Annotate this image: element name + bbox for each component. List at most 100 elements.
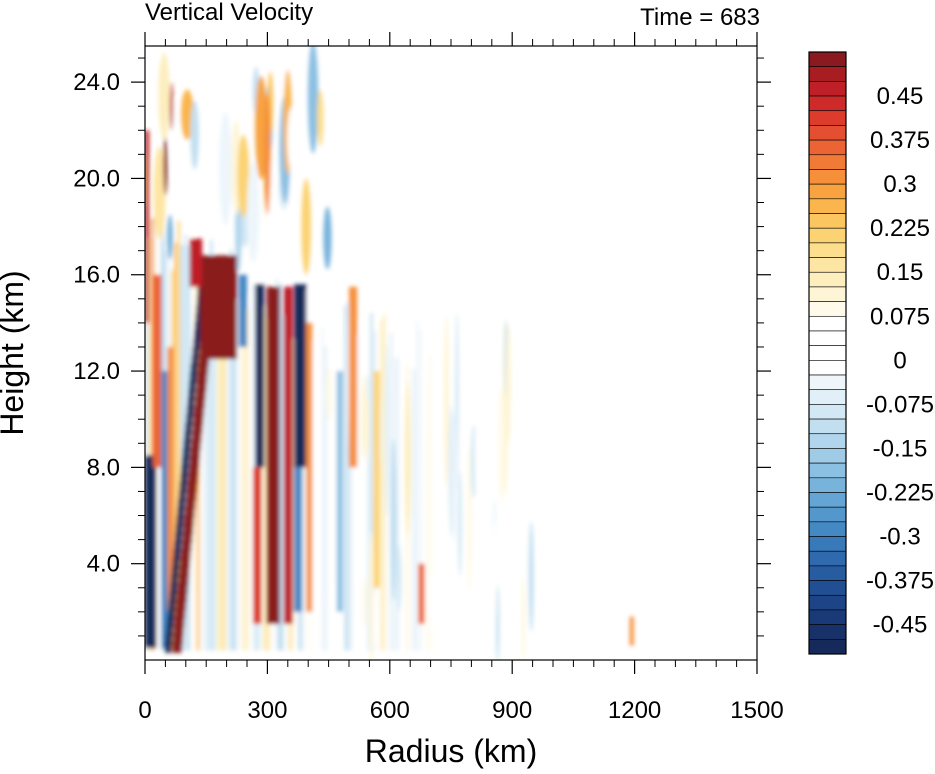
field-cell [207,260,210,651]
field-cell [173,549,181,561]
colorbar-swatch [808,169,847,185]
field-cell [282,315,285,651]
colorbar-swatch [808,565,847,581]
colorbar-label: 0.3 [883,171,916,198]
field-cell [190,363,198,375]
field-cell [237,135,250,217]
field-cell [384,343,389,517]
colorbar-swatch [808,374,847,391]
field-cell [474,385,479,513]
field-cell [195,313,203,325]
field-cell [493,306,499,496]
colorbar-label: -0.075 [866,391,934,418]
x-axis: 0 300 600 900 1200 1500 [138,32,784,724]
colorbar-label: 0.225 [870,215,930,242]
field-cell [360,320,363,651]
colorbar-swatch [808,594,847,611]
field-cell [178,490,186,502]
colorbar-swatch [808,301,847,317]
colorbar-swatch [808,125,847,141]
field-cell [180,557,190,569]
field-cell [185,422,192,434]
field-cell [219,111,232,226]
field-cell [182,532,193,544]
field-cell [178,498,185,510]
field-cell [193,330,201,341]
field-cell [203,277,207,651]
colorbar-swatch [808,198,847,214]
y-tick-label: 12.0 [73,358,120,385]
field-cell [213,285,216,651]
field-cell [347,301,350,651]
field-cell [198,363,208,375]
field-cell [183,439,191,451]
colorbar-label: -0.225 [866,479,934,506]
x-axis-label: Radius (km) [365,733,537,769]
colorbar-swatch [808,492,847,508]
field-cell [361,375,367,460]
field-cell [188,389,195,400]
field-cell [189,380,196,392]
colorbar-label: 0.375 [870,127,930,154]
field-cell [196,380,207,392]
field-cell [169,591,177,603]
field-cell [253,467,262,624]
field-cell [336,371,343,612]
colorbar-swatch [808,521,847,537]
x-tick-label: 1200 [608,697,661,724]
y-axis-label: Height (km) [0,270,30,435]
field-cell [193,414,204,426]
field-cell [164,641,172,653]
y-tick-label: 4.0 [87,551,120,578]
field-cell [365,394,369,462]
colorbar-swatch [808,286,847,302]
colorbar-swatch [808,95,847,112]
colorbar-swatch [808,51,847,67]
colorbar-label: 0 [893,347,906,374]
field-cell [380,320,383,651]
field-cell [189,372,197,384]
field-cell [361,576,367,628]
x-tick-label: 1500 [730,697,783,724]
field-cell [172,557,180,569]
field-cell [194,397,205,409]
field-cell [173,625,184,636]
field-cell [373,589,377,651]
field-cell [331,301,334,651]
colorbar-swatch [808,580,847,596]
field-cell [189,238,203,287]
field-cell [443,315,449,488]
field-cell [191,431,202,443]
field-cell [448,404,454,536]
y-tick-label: 8.0 [87,454,120,481]
field-cell [189,456,200,468]
colorbar-swatch [808,506,847,523]
field-cell [323,206,332,270]
field-cell [176,599,186,611]
colorbar-swatch [808,639,847,655]
colorbar-swatch [808,345,847,361]
field-cell [191,355,199,367]
field-cell [363,325,367,651]
field-cell [200,255,237,360]
field-cell [174,540,181,552]
field-cell [402,343,406,651]
field-cell [190,100,199,170]
field-cell [171,566,179,577]
colorbar-label: -0.3 [879,524,920,551]
field-cell [344,305,347,651]
field-cell [195,389,206,400]
colorbar-label: -0.375 [866,568,934,595]
field-cell [176,591,187,603]
field-cell [184,507,195,518]
field-cell [317,344,321,651]
y-tick-label: 20.0 [73,165,120,192]
field-cell [278,284,282,651]
field-cell [216,271,220,651]
chart-title: Vertical Velocity [145,0,313,26]
field-cell [255,284,265,468]
field-cell [187,481,197,493]
field-cell [175,523,183,535]
field-cell [242,285,246,651]
field-cell [262,306,265,651]
